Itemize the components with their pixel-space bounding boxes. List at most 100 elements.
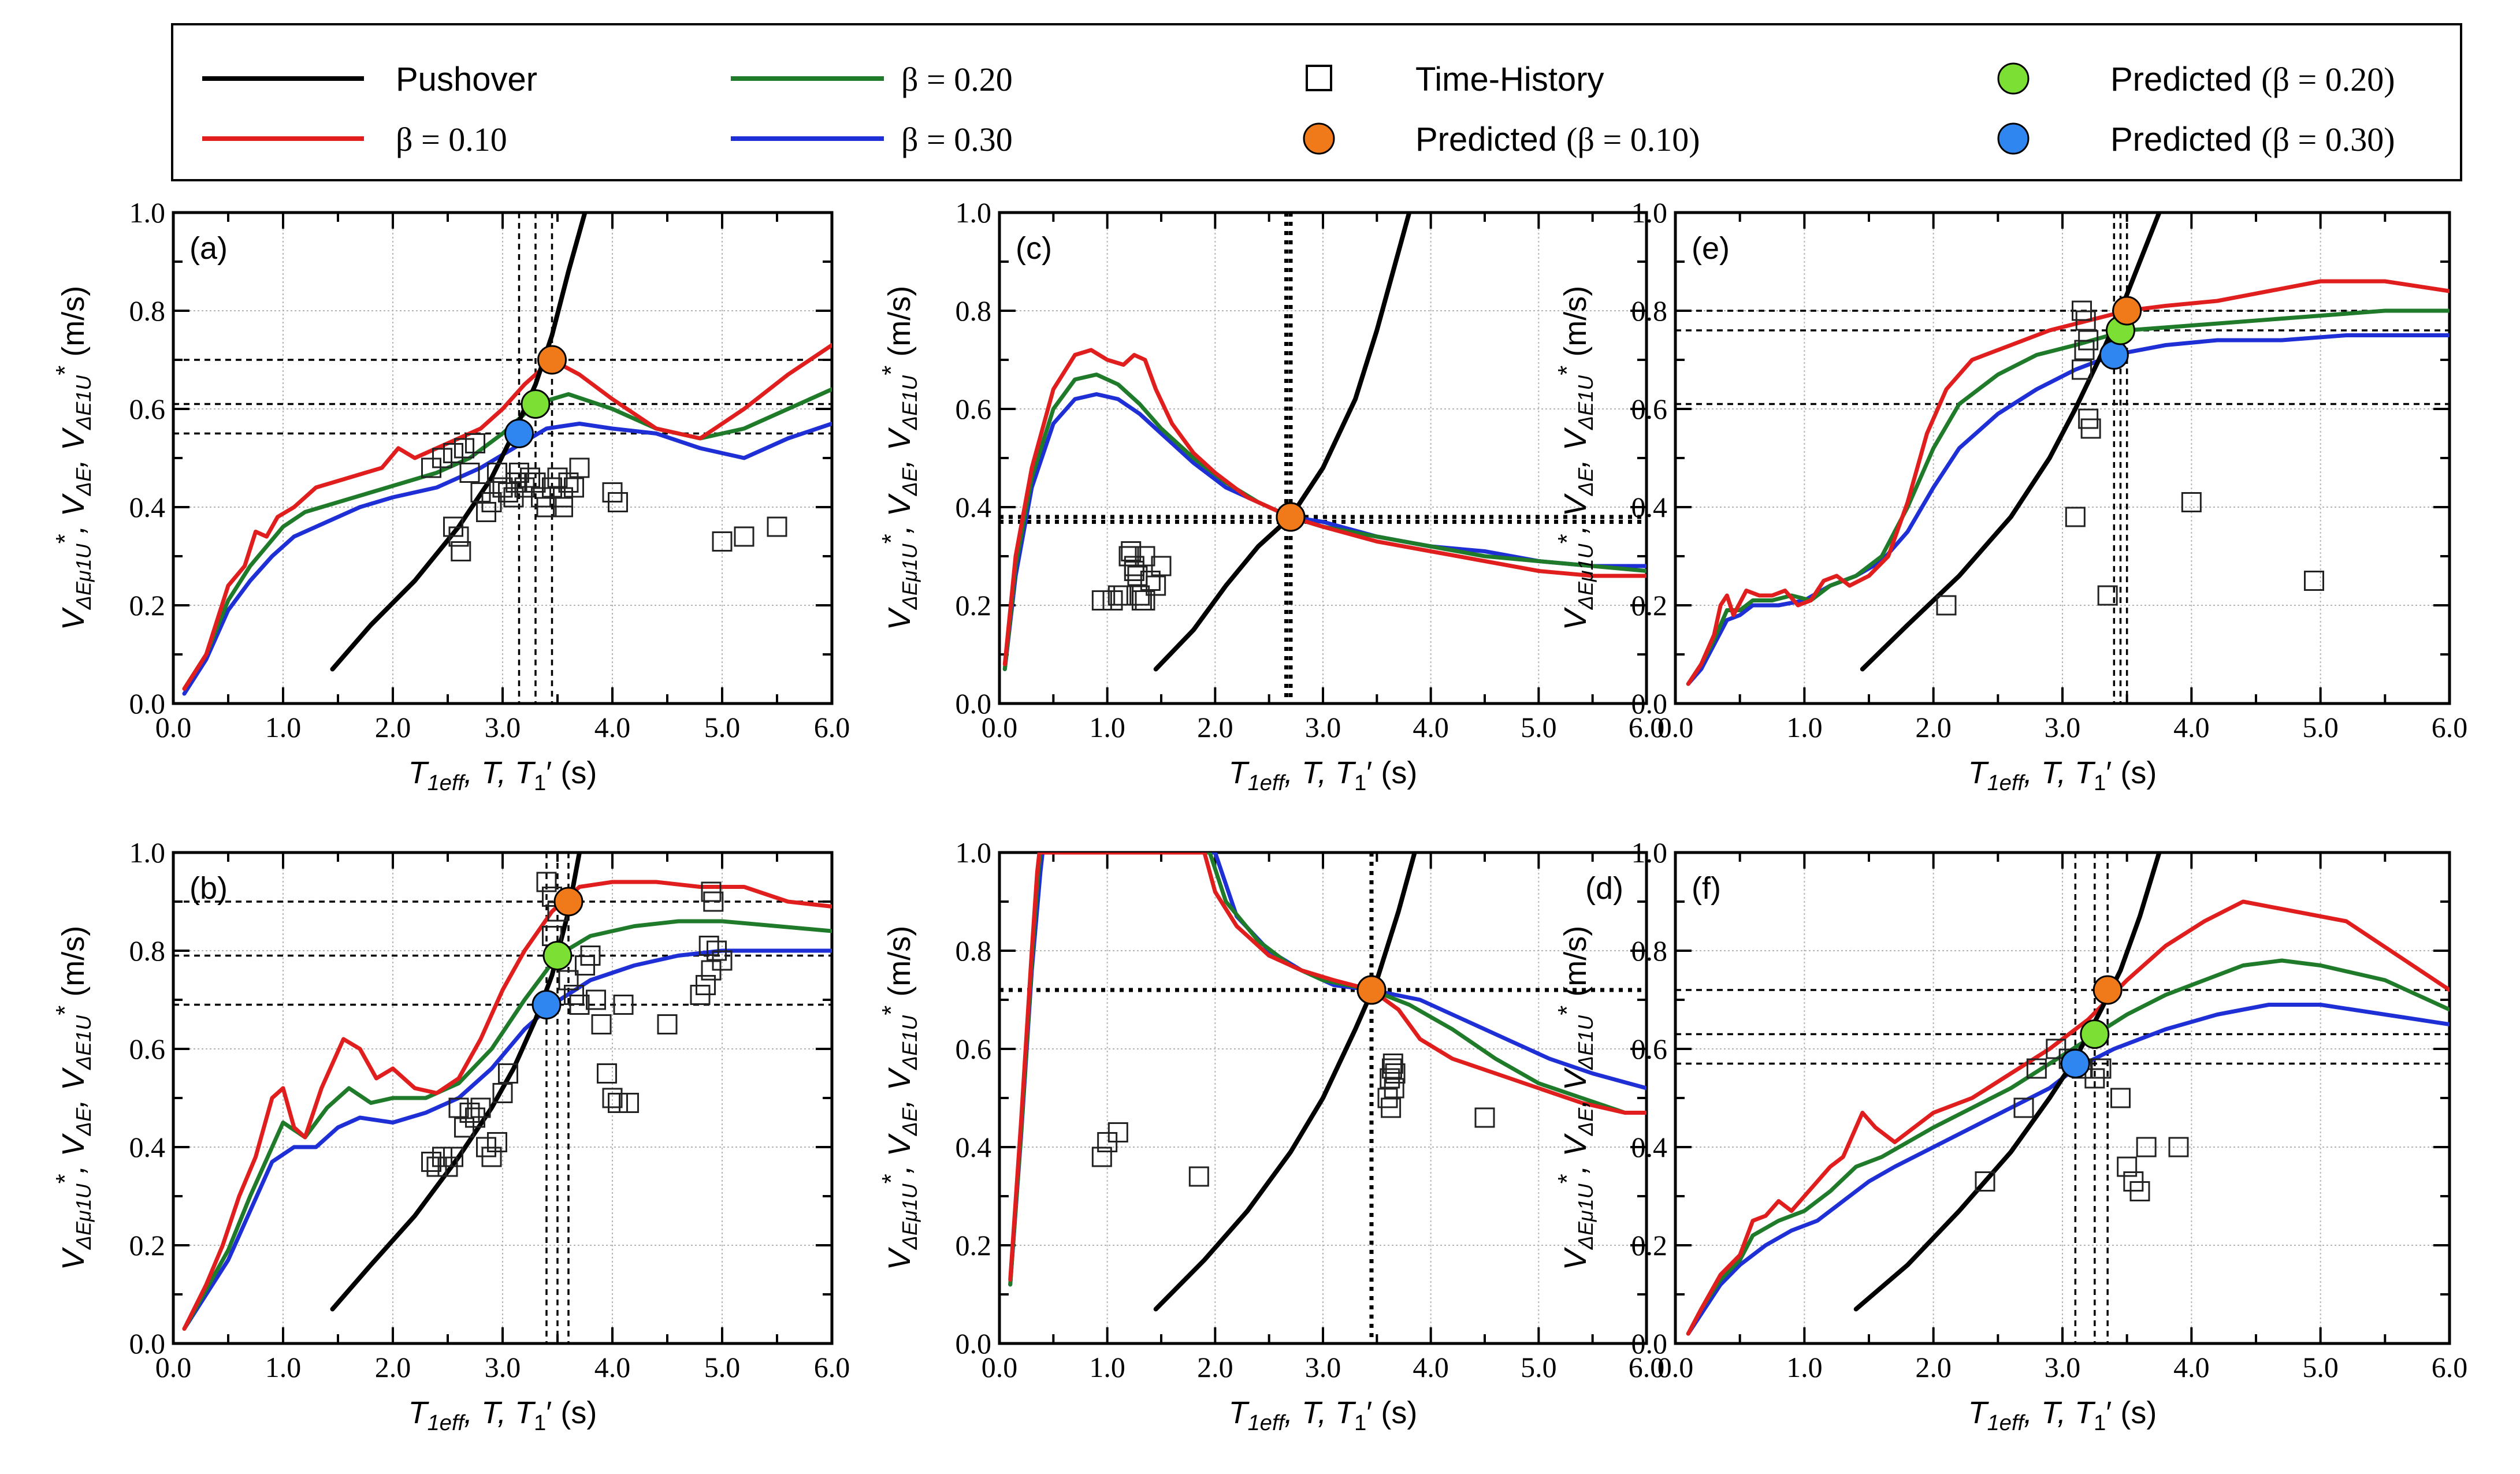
time-history-point: [1975, 1171, 1995, 1192]
time-history-point: [1381, 1097, 1402, 1118]
time-history-point: [421, 1152, 441, 1172]
panel-label: (e): [1692, 231, 1730, 266]
x-axis-label-part: , T, T: [1284, 1395, 1356, 1430]
chart-panels: 0.0 1.0 2.0 3.0 4.0 5.0 6.00.00.20.40.60.81.0(…: [51, 196, 2467, 1435]
x-tick-label: 6.0: [814, 1351, 850, 1383]
y-axis-label-part: ΔE: [898, 467, 921, 496]
time-history-point: [1107, 1122, 1128, 1142]
y-tick-label: 0.6: [956, 393, 992, 425]
x-tick-label: 6.0: [2432, 1351, 2468, 1383]
y-axis-label-part: (m/s): [56, 926, 91, 1006]
x-axis-label-part: , T, T: [2024, 755, 2096, 790]
x-axis-label-part: 1eff: [428, 1411, 466, 1435]
x-axis-label-part: 1: [1354, 771, 1366, 795]
time-history-point: [432, 448, 452, 468]
x-axis-label-part: , T, T: [2024, 1395, 2096, 1430]
time-history-point: [2181, 492, 2202, 512]
y-tick-label: 0.0: [1631, 1327, 1668, 1360]
time-history-point: [1124, 556, 1144, 576]
x-tick-label: 2.0: [1915, 1351, 1952, 1383]
time-history-point: [2136, 1137, 2157, 1157]
time-history-point: [470, 1097, 491, 1118]
time-history-point: [734, 526, 754, 547]
x-axis-label: T1eff, T, T1′ (s): [1968, 755, 2157, 795]
y-axis-label: VΔEμ1U*, VΔE, VΔE1U* (m/s): [51, 926, 95, 1271]
y-axis-label-part: ΔE1U: [898, 375, 921, 430]
x-tick-label: 2.0: [1197, 1351, 1233, 1383]
time-history-point: [696, 975, 716, 995]
time-history-point: [613, 995, 634, 1015]
time-history-point: [602, 1088, 623, 1108]
x-tick-label: 3.0: [485, 711, 521, 743]
series-beta030-line: [1008, 853, 1646, 1287]
time-history-point: [443, 443, 463, 463]
series-beta030-line: [1686, 333, 2450, 686]
x-axis-label-part: ′ (s): [546, 755, 597, 790]
y-axis-label-part: , V: [1558, 493, 1593, 534]
x-axis-label-part: ′ (s): [546, 1395, 597, 1430]
x-axis-label-part: , T, T: [1284, 755, 1356, 790]
time-history-point: [2072, 359, 2092, 380]
series-beta020-line: [1686, 308, 2450, 686]
predicted-point-pred030: [504, 419, 534, 448]
y-tick-label: 0.6: [956, 1033, 992, 1065]
x-tick-label: 1.0: [1089, 711, 1125, 743]
x-axis-label-part: 1: [2094, 1411, 2106, 1435]
curves: [1686, 213, 2450, 686]
panel-a: 0.0 1.0 2.0 3.0 4.0 5.0 6.0 0.0 0.2 0.4 0.6 0.8 1.0 (…: [51, 196, 850, 795]
y-tick-label: 1.0: [956, 196, 992, 229]
predicted-point-pred020: [542, 941, 573, 970]
time-history-point: [597, 1063, 617, 1084]
time-history-point: [1936, 595, 1957, 616]
predicted-point-pred010: [2092, 975, 2123, 1005]
time-history-point: [498, 1063, 518, 1084]
y-tick-label: 1.0: [1631, 836, 1668, 869]
curves: [182, 213, 832, 696]
time-history-point: [1384, 1078, 1404, 1099]
x-axis-label: T1eff, T, T1′ (s): [408, 1395, 597, 1435]
time-history-point: [591, 1014, 612, 1034]
y-axis-label-part: (m/s): [1558, 286, 1593, 366]
y-axis-label-part: V: [882, 1246, 917, 1270]
y-axis-label-part: ΔEμ1U: [898, 543, 921, 610]
series-beta020-line: [1008, 853, 1646, 1287]
x-tick-label: 0.0: [1657, 711, 1694, 743]
y-tick-label: 0.6: [1631, 393, 1668, 425]
time-history-point: [481, 1147, 502, 1167]
y-axis-label: VΔEμ1U*, VΔE, VΔE1U* (m/s): [1553, 286, 1597, 631]
time-history-point: [712, 950, 733, 971]
x-tick-label: 6.0: [1629, 1351, 1665, 1383]
time-history-point: [1121, 541, 1142, 561]
x-axis-label-part: 1: [534, 771, 546, 795]
time-history-point: [536, 872, 557, 892]
x-axis-label-part: ′ (s): [1366, 1395, 1417, 1430]
y-axis-label-part: ΔEμ1U: [72, 543, 95, 610]
curves: [1686, 853, 2450, 1336]
panel-label: (a): [189, 231, 228, 266]
y-tick-label: 0.8: [129, 935, 166, 967]
y-tick-label: 0.4: [129, 1131, 166, 1163]
x-tick-label: 6.0: [2432, 711, 2468, 743]
time-history-point: [451, 541, 471, 561]
x-tick-label: 4.0: [1413, 1351, 1449, 1383]
x-axis-label-part: 1eff: [1248, 1411, 1287, 1435]
predicted-point-pred030: [2099, 340, 2129, 370]
y-axis-label: VΔEμ1U*, VΔE, VΔE1U* (m/s): [877, 926, 921, 1271]
x-tick-label: 0.0: [982, 1351, 1018, 1383]
predicted-point-pred010: [553, 887, 583, 917]
x-tick-label: 4.0: [1413, 711, 1449, 743]
y-tick-label: 0.4: [1631, 1131, 1668, 1163]
x-tick-label: 6.0: [1629, 711, 1665, 743]
x-tick-label: 3.0: [1305, 1351, 1341, 1383]
time-history-point: [2026, 1058, 2047, 1079]
y-axis-label-part: *: [1553, 366, 1581, 375]
legend-label-pred010: Predicted (β = 0.10): [1415, 121, 1700, 158]
y-tick-label: 0.8: [956, 295, 992, 327]
panel-f: 0.0 1.0 2.0 3.0 4.0 5.0 6.00.00.20.40.60.81.0(…: [1553, 836, 2467, 1435]
time-history-point: [1381, 1058, 1402, 1079]
series-beta010-line: [182, 343, 832, 691]
y-axis-label-part: , V: [882, 493, 917, 534]
time-history-point: [558, 970, 579, 991]
y-axis-label-part: (m/s): [882, 286, 917, 366]
x-axis-label-part: T: [1968, 1395, 1990, 1430]
